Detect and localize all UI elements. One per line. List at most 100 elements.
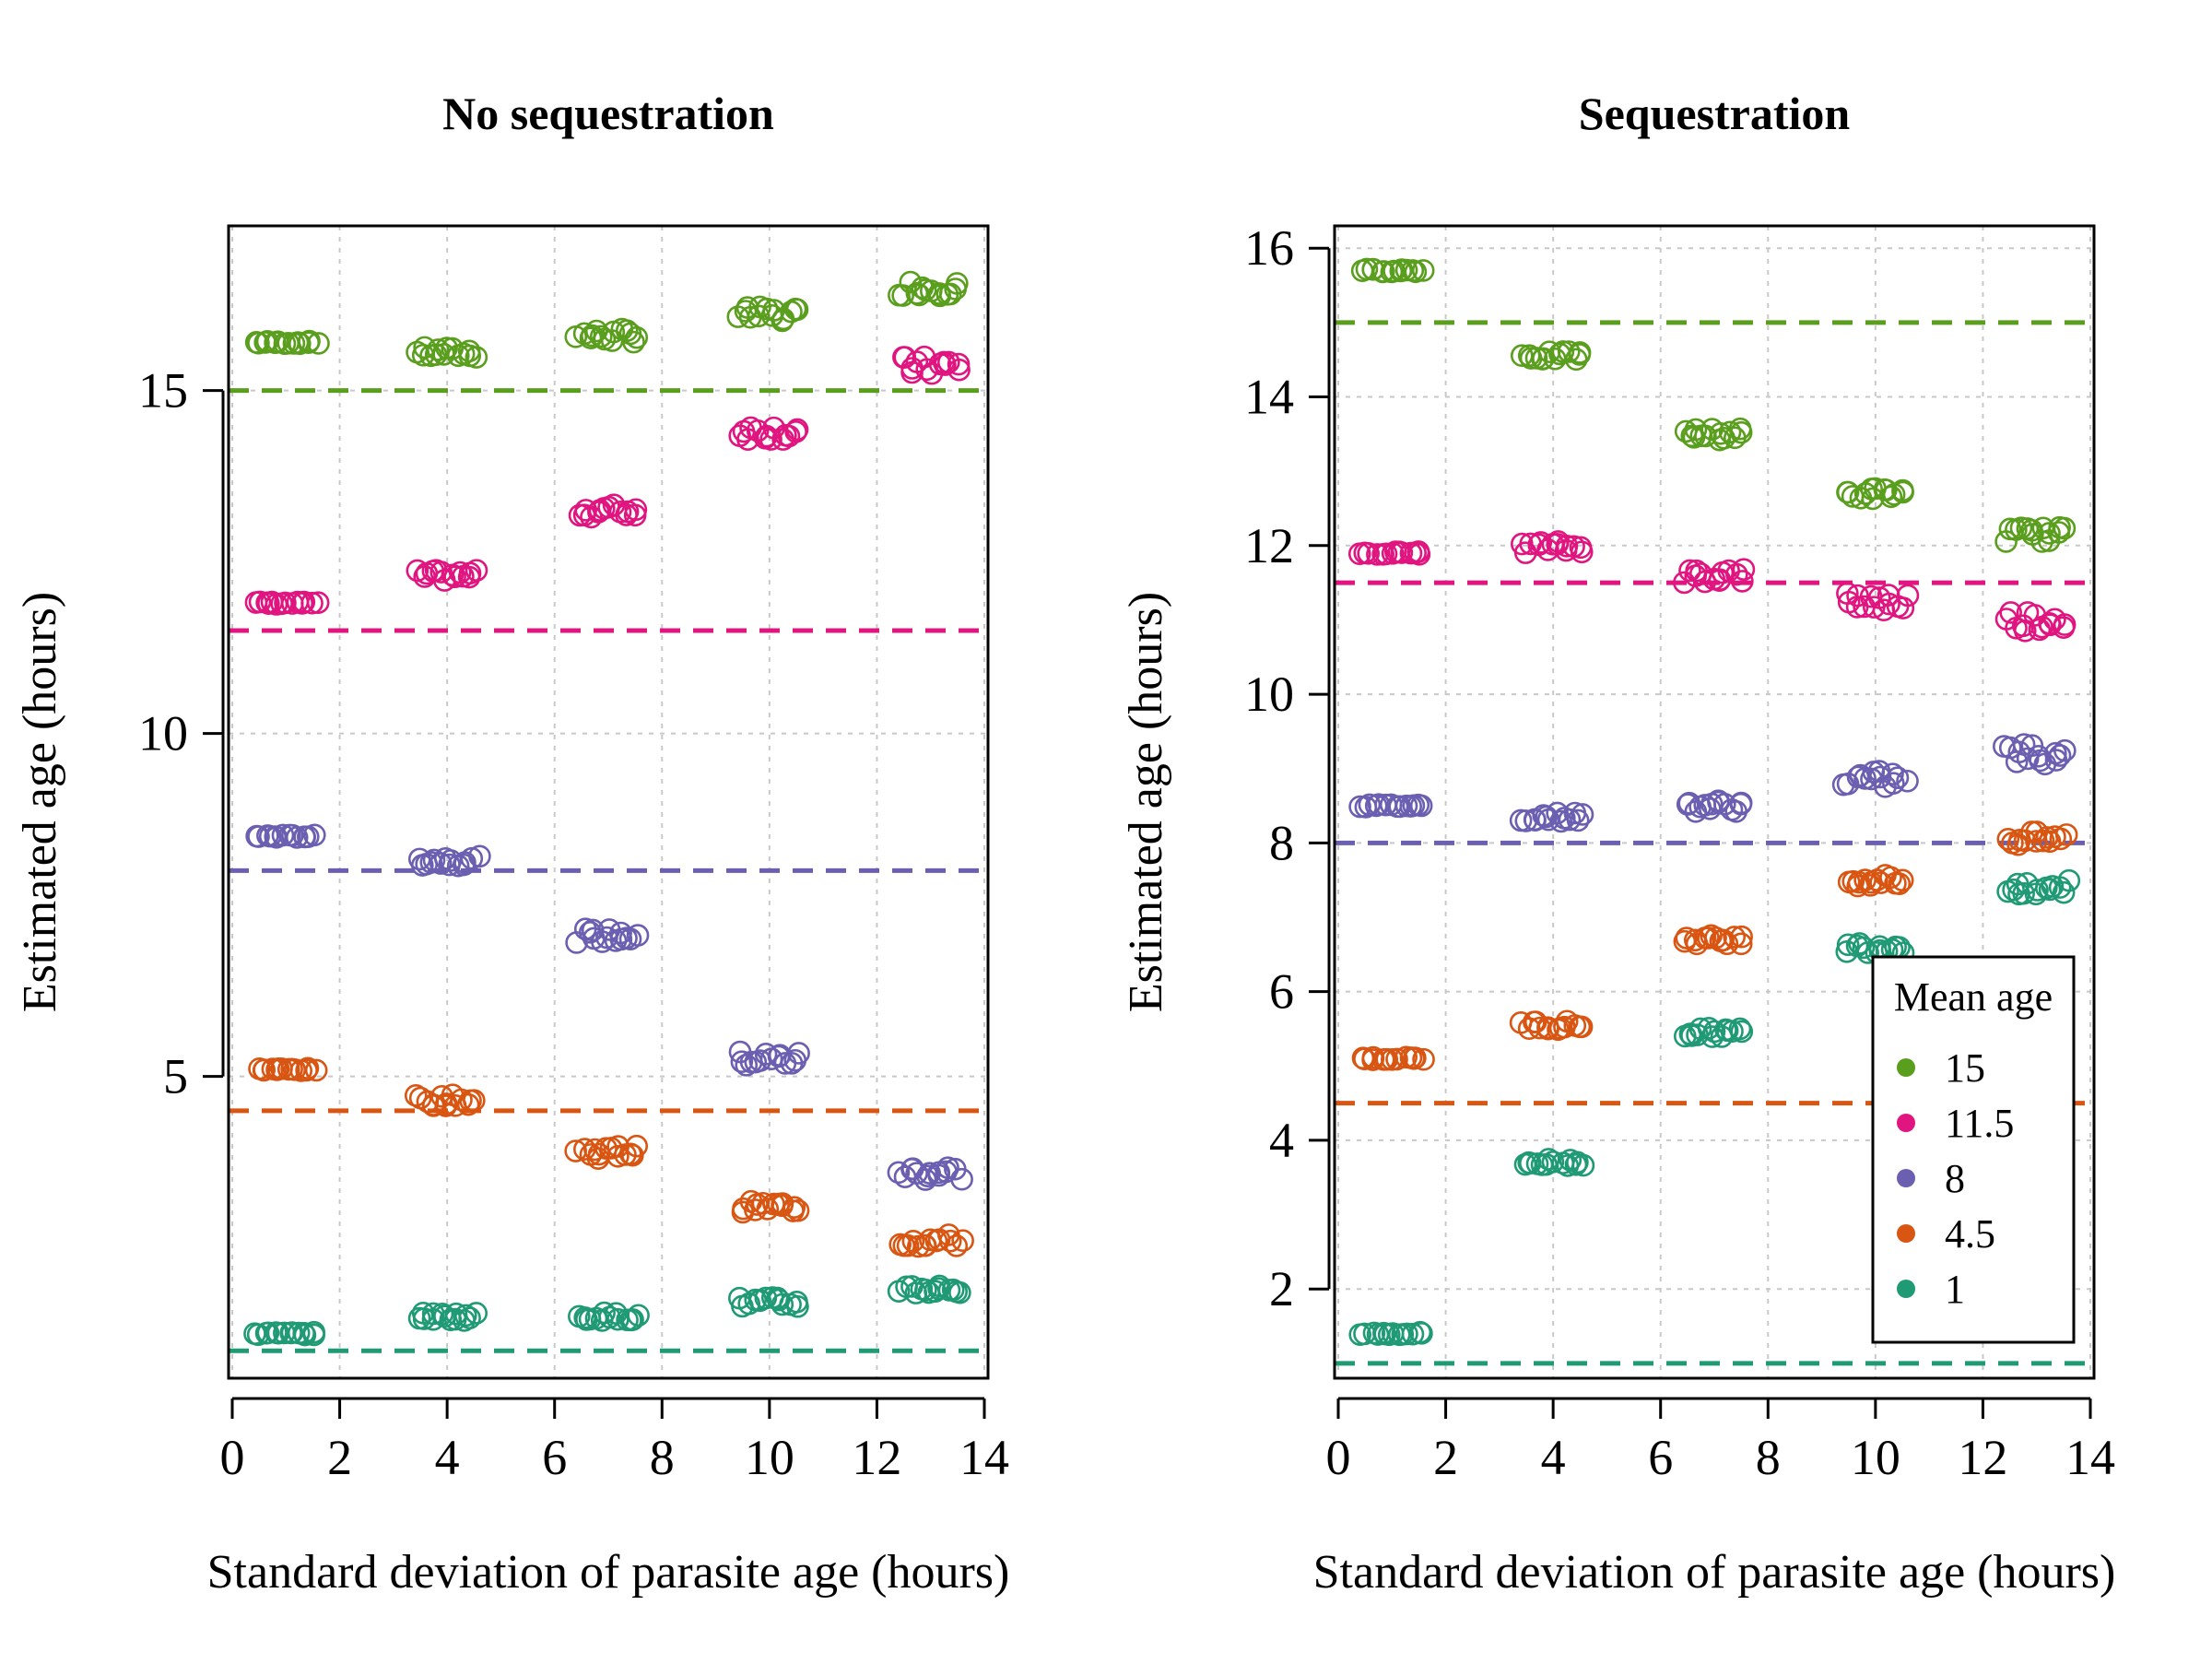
data-point — [2012, 881, 2035, 905]
x-tick-label: 6 — [542, 1430, 567, 1485]
x-tick-label: 2 — [327, 1430, 352, 1485]
data-point — [625, 325, 649, 349]
y-tick-label: 8 — [1269, 815, 1294, 870]
x-tick-label: 8 — [1756, 1430, 1781, 1485]
data-point — [458, 1306, 481, 1330]
data-point — [285, 826, 309, 849]
x-tick-label: 10 — [745, 1430, 794, 1485]
data-point — [429, 852, 453, 875]
legend-marker-11.5 — [1897, 1114, 1915, 1132]
data-point — [274, 591, 297, 615]
data-point — [938, 1229, 962, 1253]
x-tick-label: 10 — [1851, 1430, 1900, 1485]
data-point — [1385, 1047, 1408, 1071]
y-tick-label: 5 — [163, 1049, 188, 1104]
data-point — [307, 332, 330, 355]
data-point — [622, 330, 645, 354]
data-point — [2053, 738, 2077, 762]
data-point — [754, 1043, 778, 1066]
chart-title: Sequestration — [1579, 88, 1851, 139]
data-point — [1886, 766, 1910, 789]
data-point — [1523, 1010, 1546, 1034]
legend-marker-1 — [1897, 1280, 1915, 1298]
data-point — [2016, 747, 2040, 771]
x-axis-label: Standard deviation of parasite age (hour… — [207, 1546, 1010, 1599]
data-point — [947, 358, 971, 382]
data-point — [450, 1088, 473, 1112]
data-point — [463, 1089, 486, 1113]
data-point — [2002, 878, 2025, 902]
legend-label-11.5: 11.5 — [1945, 1101, 2014, 1146]
panel-no-sequestration: No sequestration 0 2 4 6 8 10 12 14 Standard devi… — [14, 88, 1009, 1599]
data-point — [1395, 1322, 1418, 1346]
data-point — [443, 565, 466, 589]
data-point — [297, 331, 321, 354]
data-point — [2052, 616, 2076, 639]
legend: Mean age 15 11.5 8 4.5 1 — [1871, 955, 2076, 1344]
data-point — [1723, 926, 1747, 949]
data-point — [1532, 347, 1555, 371]
data-point — [934, 353, 957, 376]
legend-box — [1871, 955, 2076, 1344]
data-point — [1361, 1045, 1385, 1069]
data-point — [945, 1234, 969, 1257]
data-point — [948, 1280, 971, 1304]
y-tick-label: 15 — [138, 363, 188, 419]
data-point — [913, 1168, 937, 1191]
data-point — [593, 1301, 616, 1325]
data-point — [465, 559, 488, 582]
data-point — [1568, 341, 1592, 364]
data-point — [759, 428, 782, 451]
data-point — [1555, 535, 1579, 558]
data-point — [1348, 795, 1371, 819]
y-tick-label: 10 — [1244, 667, 1294, 722]
data-point — [1836, 933, 1860, 957]
data-point — [1388, 795, 1412, 819]
data-point — [1693, 570, 1717, 594]
x-axis-label: Standard deviation of parasite age (hour… — [1313, 1546, 2116, 1599]
x-tick-label: 12 — [852, 1430, 901, 1485]
data-point — [453, 1304, 477, 1328]
legend-marker-15 — [1897, 1058, 1915, 1077]
data-point — [1999, 601, 2022, 624]
x-tick-label: 4 — [1541, 1430, 1566, 1485]
data-point — [787, 1042, 810, 1065]
data-point — [1402, 1046, 1426, 1070]
data-point — [626, 924, 650, 947]
data-point — [1896, 584, 1920, 608]
legend-marker-8 — [1897, 1169, 1915, 1187]
data-point — [587, 501, 610, 524]
data-point — [468, 844, 491, 868]
data-point — [574, 499, 598, 522]
data-point — [253, 1058, 276, 1081]
data-point — [1517, 1017, 1541, 1041]
data-point — [901, 1230, 925, 1253]
data-point — [2054, 823, 2078, 846]
data-point — [292, 1321, 315, 1345]
x-tick-label: 14 — [959, 1430, 1009, 1485]
data-point — [280, 1321, 304, 1344]
data-point — [887, 1161, 911, 1185]
data-point — [2041, 875, 2065, 898]
x-tick-label: 14 — [2065, 1430, 2115, 1485]
data-point — [457, 565, 481, 589]
data-point — [1877, 592, 1900, 616]
data-point — [1410, 1322, 1433, 1345]
data-point — [2057, 868, 2081, 892]
x-tick-label: 2 — [1433, 1430, 1458, 1485]
data-point — [1891, 596, 1915, 620]
data-point — [1890, 868, 1914, 892]
data-point — [1730, 1020, 1754, 1044]
data-point — [1896, 769, 1919, 793]
data-point — [747, 304, 771, 328]
data-point — [1535, 805, 1559, 829]
y-tick-label: 2 — [1269, 1261, 1294, 1316]
data-point — [2012, 733, 2036, 756]
y-tick-label: 16 — [1244, 220, 1294, 276]
data-point — [1411, 259, 1435, 282]
data-point — [786, 1294, 809, 1318]
data-point — [1731, 570, 1754, 593]
